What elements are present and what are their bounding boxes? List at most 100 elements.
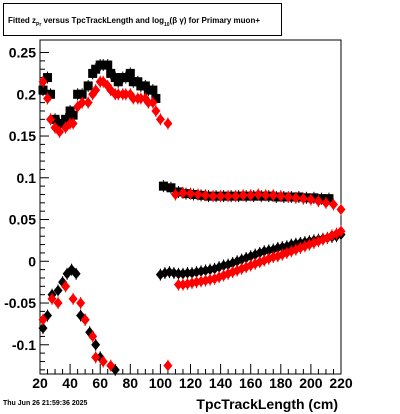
data-point-diamond	[38, 322, 48, 334]
y-tick-label: 0.15	[9, 128, 36, 144]
chart-title: Fitted zPr versus TpcTrackLength and log…	[8, 16, 261, 28]
data-point-diamond	[313, 195, 323, 207]
data-point-diamond	[143, 97, 153, 109]
data-point-diamond	[61, 280, 71, 292]
data-point-diamond	[163, 118, 173, 129]
x-tick-label: 180	[269, 375, 293, 391]
data-point-diamond	[306, 193, 316, 205]
data-points	[38, 59, 346, 376]
data-point-square	[46, 89, 56, 99]
tick-labels: 20 40 60 80 100 120 140 160 180 200 220 -0.1 -0.05 0 0…	[4, 45, 353, 391]
data-point-diamond	[273, 250, 283, 262]
data-point-diamond	[136, 92, 146, 104]
data-point-diamond	[253, 188, 263, 200]
data-point-diamond	[46, 113, 56, 125]
data-point-square	[38, 85, 48, 95]
data-point-diamond	[98, 355, 108, 367]
y-tick-label: 0.25	[9, 45, 36, 61]
x-tick-label: 200	[299, 375, 323, 391]
data-point-square	[50, 114, 60, 124]
data-point-square	[151, 93, 161, 103]
data-point-square	[91, 64, 101, 74]
data-point-square	[148, 85, 158, 95]
data-point-square	[324, 194, 334, 204]
data-point-diamond	[208, 190, 218, 202]
data-point-square	[103, 60, 113, 70]
data-point-diamond	[47, 293, 57, 305]
data-point-diamond	[83, 97, 93, 109]
data-point-diamond	[76, 297, 86, 309]
data-point-diamond	[291, 192, 301, 204]
data-point-diamond	[128, 92, 138, 104]
data-point-diamond	[38, 76, 48, 88]
data-point-square	[73, 89, 83, 99]
data-point-diamond	[336, 204, 346, 216]
y-tick-label: 0.2	[17, 86, 37, 102]
data-point-diamond	[246, 250, 256, 262]
data-point-square	[158, 181, 168, 191]
data-point-square	[83, 81, 93, 91]
data-point-square	[106, 68, 116, 78]
data-point-diamond	[43, 92, 53, 104]
y-tick-label: 0	[28, 253, 36, 269]
x-tick-label: 60	[92, 375, 108, 391]
x-tick-label: 120	[179, 375, 203, 391]
data-point-diamond	[77, 97, 87, 109]
data-point-diamond	[328, 198, 338, 210]
data-point-diamond	[121, 88, 131, 100]
data-point-diamond	[163, 360, 173, 372]
data-point-diamond	[216, 190, 226, 202]
data-point-diamond	[91, 339, 101, 351]
data-point-diamond	[336, 225, 346, 237]
data-point-diamond	[170, 188, 180, 200]
data-point-diamond	[201, 189, 211, 201]
data-point-diamond	[91, 351, 101, 363]
y-tick-label: 0.1	[17, 170, 37, 186]
data-point-diamond	[283, 191, 293, 203]
data-point-square	[121, 73, 131, 83]
timestamp: Thu Jun 26 21:59:36 2025	[3, 400, 88, 407]
data-point-diamond	[173, 279, 183, 291]
data-point-diamond	[193, 188, 203, 200]
x-tick-label: 20	[32, 375, 48, 391]
data-point-square	[173, 187, 183, 197]
data-point-diamond	[88, 330, 98, 342]
x-tick-label: 100	[149, 375, 173, 391]
data-point-square	[77, 89, 87, 99]
data-point-square	[128, 77, 138, 87]
data-point-square	[98, 60, 108, 70]
data-point-diamond	[173, 268, 183, 280]
data-point-diamond	[276, 190, 286, 202]
data-point-square	[61, 114, 71, 124]
data-point-diamond	[80, 314, 90, 326]
chart-title-box: Fitted zPr versus TpcTrackLength and log…	[3, 3, 282, 36]
data-point-diamond	[68, 118, 78, 129]
x-axis-title: TpcTrackLength (cm)	[196, 396, 338, 412]
data-point-diamond	[71, 268, 81, 280]
data-point-diamond	[155, 113, 165, 125]
data-point-diamond	[68, 293, 78, 305]
data-point-diamond	[268, 189, 278, 201]
x-tick-label: 160	[239, 375, 263, 391]
data-point-diamond	[53, 297, 63, 309]
data-point-square	[166, 183, 176, 193]
y-tick-label: -0.05	[4, 295, 36, 311]
data-point-diamond	[148, 97, 158, 109]
data-point-diamond	[186, 188, 195, 200]
data-point-diamond	[231, 190, 241, 202]
x-tick-label: 140	[209, 375, 233, 391]
data-point-diamond	[38, 314, 48, 326]
data-point-diamond	[261, 189, 271, 201]
data-point-square	[316, 194, 326, 204]
data-point-diamond	[106, 360, 116, 372]
data-point-square	[43, 73, 53, 83]
data-point-diamond	[238, 189, 248, 201]
x-tick-label: 220	[329, 375, 353, 391]
data-point-diamond	[113, 88, 123, 100]
data-point-diamond	[91, 84, 101, 96]
data-point-square	[136, 81, 146, 91]
data-point-square	[68, 110, 78, 120]
data-point-diamond	[53, 285, 63, 296]
data-point-square	[143, 85, 153, 95]
data-point-square	[113, 77, 123, 87]
